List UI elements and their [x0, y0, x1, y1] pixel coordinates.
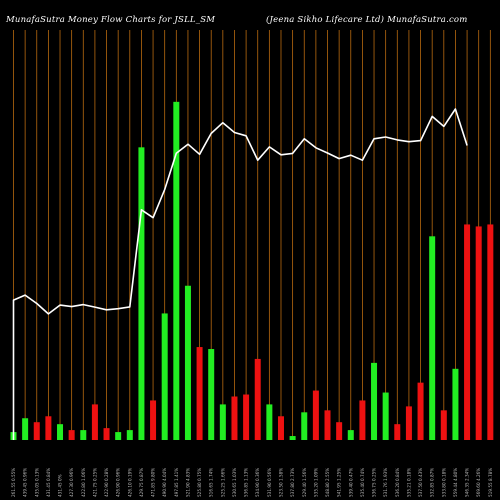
x-tick-label: 427.30 0.96% — [69, 468, 74, 497]
bar — [324, 410, 331, 440]
bar — [91, 404, 98, 440]
x-tick-label: 534.90 0.36% — [255, 468, 260, 497]
bar — [382, 392, 389, 440]
bar — [277, 416, 284, 440]
x-tick-label: 536.85 1.13% — [244, 468, 249, 497]
bar — [487, 224, 494, 440]
bar — [289, 436, 296, 440]
x-tick-label: 519.55 8.78% — [488, 468, 493, 497]
x-tick-label: 516.65 1.74% — [209, 468, 214, 497]
x-tick-label: 521.90 4.83% — [185, 468, 190, 497]
x-tick-label: 533.80 0.18% — [441, 468, 446, 497]
bar — [440, 410, 447, 440]
x-tick-label: 530.65 1.03% — [232, 468, 237, 497]
bar — [33, 422, 40, 440]
bar — [417, 382, 424, 440]
bar — [231, 396, 238, 440]
chart-title-left: MunafaSutra Money Flow Charts for JSLL_S… — [6, 15, 216, 25]
x-tick-label: 422.90 0.28% — [104, 468, 109, 497]
x-tick-label: 471.85 9.80% — [151, 468, 156, 497]
bar — [254, 358, 261, 440]
chart-title-right: (Jeena Sikho Lifecare Ltd) MunafaSutra.c… — [266, 15, 468, 25]
bar — [219, 404, 226, 440]
x-tick-label: 429.75 0.87% — [139, 468, 144, 497]
x-tick-label: 569.60 4.26% — [476, 468, 481, 497]
bar — [475, 226, 482, 440]
x-tick-label: 532.85 0.87% — [430, 468, 435, 497]
bar — [336, 422, 343, 440]
bar — [208, 349, 215, 440]
bar — [359, 400, 366, 440]
bar — [196, 347, 203, 440]
bar — [429, 236, 436, 440]
x-tick-label: 541.95 1.25% — [337, 468, 342, 497]
bar — [301, 412, 308, 440]
bar — [80, 430, 87, 440]
bar — [184, 285, 191, 440]
bar — [22, 418, 29, 440]
x-tick-label: 426.90 0.96% — [116, 468, 121, 497]
bar — [103, 428, 110, 440]
bar — [464, 224, 471, 440]
x-tick-label: 497.85 1.41% — [174, 468, 179, 497]
x-tick-label: 537.80 2.73% — [290, 468, 295, 497]
x-tick-label: 421.75 0.25% — [92, 468, 97, 497]
bar — [394, 424, 401, 440]
bar — [266, 404, 273, 440]
x-tick-label: 535.40 0.74% — [360, 468, 365, 497]
bar — [161, 313, 168, 440]
bar — [138, 147, 145, 440]
x-tick-label: 536.20 0.84% — [395, 468, 400, 497]
x-tick-label: 539.40 0.47% — [348, 468, 353, 497]
x-tick-label: 490.90 4.04% — [162, 468, 167, 497]
bar — [115, 432, 122, 440]
x-tick-label: 525.25 1.66% — [220, 468, 225, 497]
x-tick-label: 431.45 0.84% — [46, 468, 51, 497]
price-line — [12, 108, 468, 440]
x-tick-label: 535.20 1.09% — [313, 468, 318, 497]
x-tick-label: 435.05 0.13% — [34, 468, 39, 497]
x-tick-label: 439.45 0.96% — [23, 468, 28, 497]
bars — [10, 101, 494, 440]
x-tick-label: 535.21 0.18% — [406, 468, 411, 497]
bar — [45, 416, 52, 440]
grid-lines — [13, 30, 491, 440]
x-tick-label: 536.75 0.25% — [372, 468, 377, 497]
bar — [57, 424, 64, 440]
bar — [150, 400, 157, 440]
bar — [68, 430, 75, 440]
bar — [173, 101, 180, 440]
x-tick-label: 261.55 0.55% — [11, 468, 16, 497]
bar — [347, 430, 354, 440]
x-tick-label: 537.50 0.43% — [418, 468, 423, 497]
x-tick-label: 426.10 0.19% — [127, 468, 132, 497]
x-tick-label: 422.80 1.06% — [81, 468, 86, 497]
x-tick-label: 559.44 4.80% — [453, 468, 458, 497]
bar — [312, 390, 319, 440]
x-tick-label: 431.45 0% — [58, 474, 63, 497]
x-tick-label: 525.80 0.75% — [197, 468, 202, 497]
x-tick-label: 531.76 1.93% — [383, 468, 388, 497]
bar — [405, 406, 412, 440]
x-tick-label: 548.80 2.55% — [325, 468, 330, 497]
bar — [243, 394, 250, 440]
x-tick-label: 529.40 1.56% — [302, 468, 307, 497]
x-tick-label: 523.50 1.58% — [278, 468, 283, 497]
bar — [452, 368, 459, 440]
x-tick-label: 531.90 0.56% — [267, 468, 272, 497]
x-tick-label: 546.35 2.34% — [465, 468, 470, 497]
bar — [126, 430, 133, 440]
bar — [371, 362, 378, 440]
x-tick-labels: 261.55 0.55% 439.45 0.96% 435.05 0.13% 431.… — [11, 468, 493, 497]
